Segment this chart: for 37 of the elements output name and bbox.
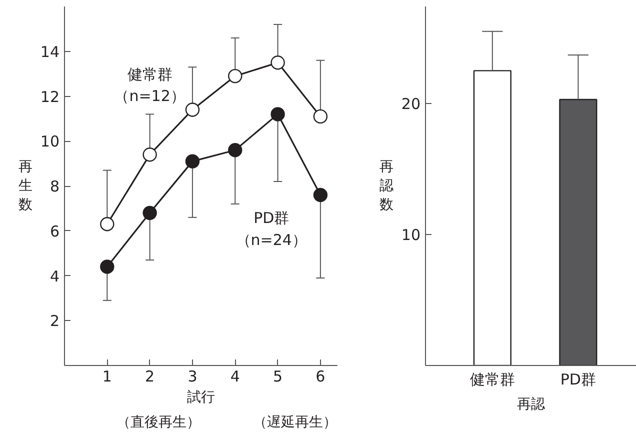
y-tick-label: 14 bbox=[40, 42, 60, 61]
y-tick-label: 4 bbox=[50, 267, 60, 286]
point bbox=[185, 102, 200, 117]
point bbox=[142, 206, 157, 220]
point bbox=[313, 109, 328, 124]
series-label: PD群（n=24） bbox=[236, 209, 307, 249]
y-tick-label: 10 bbox=[401, 226, 421, 244]
point bbox=[270, 107, 285, 122]
x-tick-label: 4 bbox=[230, 368, 240, 386]
x-tick-label: 2 bbox=[145, 368, 155, 386]
y-tick-label: 12 bbox=[40, 88, 60, 106]
y-tick-label: 6 bbox=[50, 222, 60, 240]
x-tick-label: 6 bbox=[316, 368, 326, 386]
point bbox=[313, 188, 328, 202]
y-tick-label: 8 bbox=[50, 178, 60, 196]
x-tick-label: 3 bbox=[188, 368, 198, 386]
text: （直後再生） bbox=[116, 414, 200, 430]
x-tick-label: PD群 bbox=[560, 370, 596, 388]
point bbox=[228, 68, 242, 84]
y-axis-title: 再認数 bbox=[379, 158, 394, 214]
point bbox=[100, 260, 114, 274]
x-tick-label: 健常群 bbox=[470, 370, 515, 388]
point bbox=[228, 143, 242, 158]
x-tick-label: 5 bbox=[273, 368, 283, 386]
y-axis-title: 再生数 bbox=[18, 158, 32, 214]
y-tick-label: 2 bbox=[50, 312, 60, 330]
text: （遅延再生） bbox=[252, 414, 337, 430]
point bbox=[100, 217, 114, 232]
point bbox=[185, 154, 200, 168]
x-axis-title: 試行 bbox=[187, 390, 215, 406]
point bbox=[142, 148, 157, 162]
x-axis-title: 再認 bbox=[517, 396, 545, 412]
point bbox=[270, 56, 285, 70]
y-tick-label: 20 bbox=[401, 94, 421, 113]
series-label: 健常群（n=12） bbox=[114, 66, 186, 106]
x-tick-label: 1 bbox=[102, 368, 112, 386]
y-tick-label: 10 bbox=[40, 132, 60, 151]
